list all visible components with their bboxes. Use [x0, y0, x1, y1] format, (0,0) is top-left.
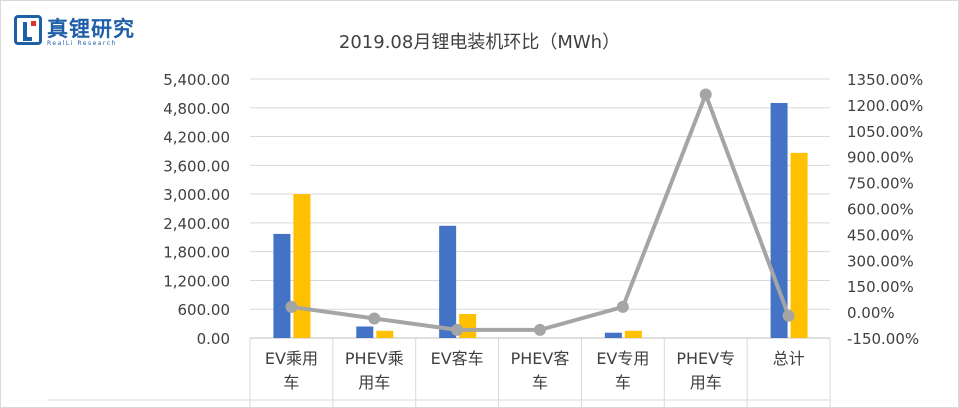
chart-title: 2019.08月锂电装机环比（MWh）: [338, 32, 621, 53]
x-category-label: 车: [532, 373, 548, 392]
x-category-label: 车: [615, 373, 631, 392]
y-right-tick-label: 750.00%: [847, 175, 914, 193]
y-right-tick-label: 1050.00%: [847, 123, 923, 141]
y-left-tick-label: 2,400.00: [163, 215, 230, 233]
x-category-label: PHEV乘: [345, 349, 404, 368]
y-right-tick-label: 900.00%: [847, 149, 914, 167]
x-category-label: EV专用: [596, 349, 649, 368]
y-right-tick-label: 300.00%: [847, 252, 914, 270]
bar-series-1: [604, 332, 622, 338]
bar-series-2: [376, 330, 394, 338]
y-right-tick-label: 150.00%: [847, 278, 914, 296]
y-right-tick-label: 600.00%: [847, 201, 914, 219]
line-point: [782, 309, 795, 322]
x-category-label: 用车: [690, 373, 722, 392]
x-category-label: 车: [283, 373, 299, 392]
line-point: [616, 300, 629, 313]
x-category-label: 用车: [358, 373, 390, 392]
y-right-tick-label: 0.00%: [847, 304, 895, 322]
y-left-tick-label: 4,800.00: [163, 100, 230, 118]
y-left-tick-label: 3,600.00: [163, 157, 230, 175]
bar-series-2: [790, 152, 808, 338]
line-point: [699, 88, 712, 101]
line-point: [368, 312, 381, 325]
line-point: [285, 300, 298, 313]
y-left-tick-label: 1,200.00: [163, 272, 230, 290]
y-right-tick-label: -150.00%: [847, 330, 919, 348]
y-right-tick-label: 1350.00%: [847, 71, 923, 89]
y-left-tick-label: 1,800.00: [163, 244, 230, 262]
bar-series-1: [273, 233, 291, 338]
logo-mark-icon: [14, 15, 42, 45]
y-left-tick-label: 4,200.00: [163, 129, 230, 147]
y-right-tick-label: 1200.00%: [847, 97, 923, 115]
logo-name-en: RealLi Research: [47, 40, 117, 47]
line-series: [291, 92, 791, 332]
bar-series-1: [439, 225, 457, 338]
x-category-label: PHEV专: [676, 349, 735, 368]
y-left-tick-label: 600.00: [178, 301, 231, 319]
y-left-tick-label: 0.00: [197, 330, 230, 348]
bar-series-2: [624, 330, 642, 338]
bar-series-2: [459, 314, 477, 338]
logo-name-cn: 真锂研究: [47, 17, 135, 41]
x-category-label: EV乘用: [265, 349, 318, 368]
brand-logo: 真锂研究 RealLi Research: [14, 13, 154, 51]
x-category-label: EV客车: [431, 349, 484, 368]
y-right-tick-label: 450.00%: [847, 226, 914, 244]
x-category-label: PHEV客: [511, 349, 570, 368]
bar-series-2: [293, 194, 311, 338]
line-point: [534, 323, 546, 336]
line-point: [451, 323, 464, 336]
bar-series-1: [356, 326, 374, 338]
x-category-label: 总计: [773, 349, 805, 368]
y-left-tick-label: 5,400.00: [163, 71, 230, 89]
y-left-tick-label: 3,000.00: [163, 186, 230, 204]
